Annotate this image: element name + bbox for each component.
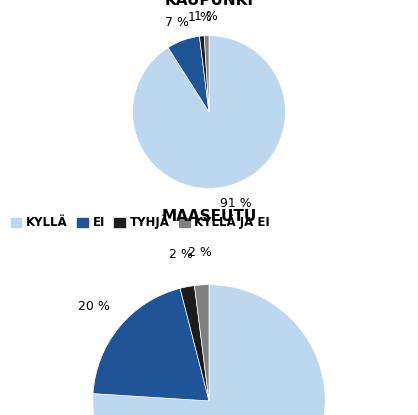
Text: 1 %: 1 % [188,10,212,24]
Wedge shape [93,288,209,401]
Wedge shape [204,36,209,112]
Wedge shape [194,285,209,401]
Text: 1 %: 1 % [194,10,218,23]
Wedge shape [168,36,209,112]
Wedge shape [133,36,285,188]
Title: MAASEUTU: MAASEUTU [161,209,257,224]
Legend: KYLLÄ, EI, TYHJÄ, KYLLÄ JA EI: KYLLÄ, EI, TYHJÄ, KYLLÄ JA EI [6,210,275,234]
Text: 20 %: 20 % [79,300,110,312]
Text: 2 %: 2 % [188,246,212,259]
Title: KAUPUNKI: KAUPUNKI [165,0,253,8]
Text: 91 %: 91 % [220,197,252,210]
Wedge shape [93,285,325,415]
Wedge shape [199,36,209,112]
Wedge shape [180,286,209,401]
Text: 7 %: 7 % [165,16,189,29]
Text: 2 %: 2 % [169,248,193,261]
